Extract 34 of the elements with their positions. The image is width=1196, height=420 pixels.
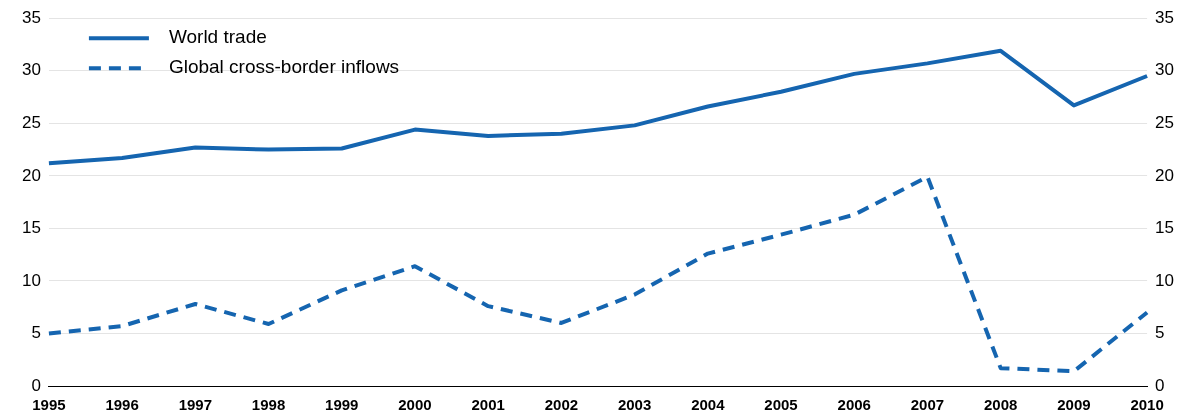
x-tick-label: 1997: [178, 396, 213, 414]
legend-label: Global cross-border inflows: [168, 56, 400, 78]
x-tick-label: 2000: [398, 396, 432, 414]
x-tick-label: 2008: [983, 396, 1018, 414]
x-tick-label: 2005: [764, 396, 798, 414]
y-tick-label: 30: [21, 60, 41, 80]
y-tick-label: 5: [31, 323, 41, 343]
y-tick-label: 10: [21, 270, 41, 290]
x-tick-label: 1998: [251, 396, 286, 414]
y-tick-label: 20: [21, 165, 41, 185]
legend-label: World trade: [168, 26, 267, 48]
x-tick-label: 2003: [617, 396, 652, 414]
y2-tick-label: 5: [1155, 323, 1165, 343]
x-tick-label: 1995: [32, 396, 66, 414]
y-tick-label: 15: [21, 218, 41, 238]
x-tick-label: 1996: [105, 396, 139, 414]
y-tick-label: 0: [31, 375, 41, 395]
x-tick-label: 2006: [837, 396, 871, 414]
x-tick-label: 2002: [544, 396, 579, 414]
y-tick-label: 35: [21, 7, 41, 27]
y2-tick-label: 35: [1155, 7, 1175, 27]
y2-tick-label: 30: [1155, 60, 1175, 80]
y-tick-label: 25: [21, 112, 41, 132]
x-tick-label: 2009: [1057, 396, 1091, 414]
y2-tick-label: 10: [1155, 270, 1175, 290]
x-tick-label: 1999: [325, 396, 359, 414]
y2-tick-label: 20: [1155, 165, 1175, 185]
x-tick-label: 2010: [1130, 396, 1164, 414]
y2-tick-label: 0: [1155, 375, 1165, 395]
y2-tick-label: 15: [1155, 218, 1175, 238]
x-tick-label: 2007: [910, 396, 945, 414]
x-tick-label: 2001: [471, 396, 505, 414]
y2-tick-label: 25: [1155, 112, 1175, 132]
x-tick-label: 2004: [691, 396, 726, 414]
